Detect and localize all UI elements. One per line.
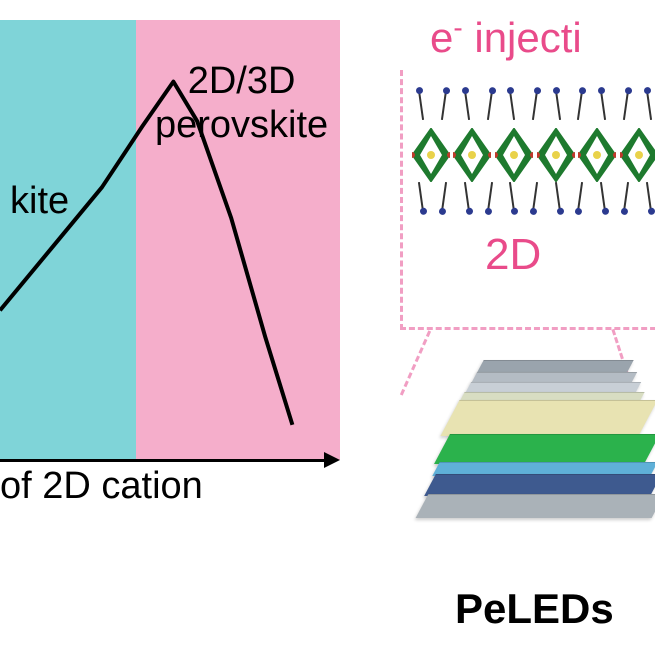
device-layer <box>440 400 655 436</box>
organic-tail-icon <box>600 90 606 120</box>
organic-tail-icon <box>486 90 492 120</box>
x-axis <box>0 459 324 462</box>
organic-tail-icon <box>623 182 629 212</box>
octahedron-icon <box>537 128 575 182</box>
e-letter: e <box>430 14 453 61</box>
organic-tail-icon <box>418 182 424 212</box>
organic-tail-icon <box>464 182 470 212</box>
organic-tail-icon <box>555 182 561 212</box>
device-layer <box>434 434 655 464</box>
right-panel: e- injecti <box>370 0 655 655</box>
octahedron-icon <box>453 128 491 182</box>
organic-tails-top <box>410 90 655 130</box>
organic-tail-icon <box>645 90 651 120</box>
organic-tail-icon <box>645 182 651 212</box>
organic-tail-icon <box>600 182 606 212</box>
octahedra-row <box>410 128 655 182</box>
organic-tail-icon <box>532 182 538 212</box>
organic-tails-bottom <box>410 182 655 222</box>
organic-tail-icon <box>441 90 447 120</box>
organic-tail-icon <box>441 182 447 212</box>
octahedron-icon <box>412 128 450 182</box>
perovskite-2d-structure <box>410 90 655 220</box>
organic-tail-icon <box>464 90 470 120</box>
injection-word: injecti <box>463 14 582 61</box>
performance-curve <box>0 20 340 460</box>
organic-tail-icon <box>486 182 492 212</box>
organic-tail-icon <box>509 90 515 120</box>
device-layer <box>424 474 655 496</box>
e-superscript: - <box>453 12 462 43</box>
organic-tail-icon <box>509 182 515 212</box>
octahedron-icon <box>578 128 616 182</box>
organic-tail-icon <box>623 90 629 120</box>
octahedron-icon <box>495 128 533 182</box>
x-axis-label: of 2D cation <box>0 465 203 508</box>
organic-tail-icon <box>577 90 583 120</box>
organic-tail-icon <box>418 90 424 120</box>
organic-tail-icon <box>555 90 561 120</box>
peled-device-stack <box>390 360 655 580</box>
phase-chart: kite 2D/3D perovskite of 2D cation <box>0 20 340 500</box>
two-d-label: 2D <box>485 230 541 280</box>
device-layer <box>416 494 655 518</box>
octahedron-icon <box>620 128 655 182</box>
x-axis-arrowhead <box>324 452 340 468</box>
peleds-label: PeLEDs <box>455 585 614 633</box>
organic-tail-icon <box>532 90 538 120</box>
electron-injection-label: e- injecti <box>430 12 582 62</box>
organic-tail-icon <box>577 182 583 212</box>
